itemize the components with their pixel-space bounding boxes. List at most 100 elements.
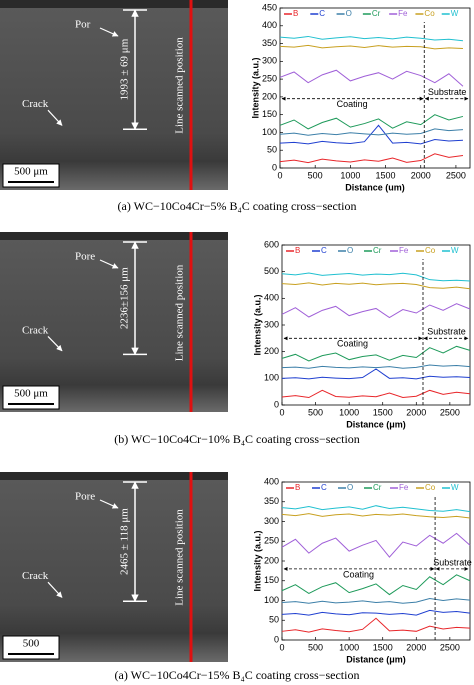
series-line (281, 389, 471, 399)
legend-label: C (321, 483, 327, 492)
y-tick-label: 250 (264, 536, 279, 546)
thickness-label: 2465 ± 118 μm (119, 508, 131, 575)
x-tick-label: 500 (308, 642, 323, 652)
x-tick-label: 1000 (339, 642, 359, 652)
crack-label: Crack (22, 98, 49, 110)
series-line (281, 282, 471, 290)
x-tick-label: 2000 (411, 170, 431, 180)
y-tick-label: 100 (262, 127, 277, 137)
crack-arrow (47, 335, 63, 352)
y-axis-label: Intensity (a.u.) (250, 57, 260, 118)
y-tick-label: 300 (264, 319, 279, 329)
substrate-label: Substrate (433, 557, 472, 567)
legend-label: W (451, 246, 459, 255)
thickness-label: 2236±156 μm (119, 267, 131, 329)
caption: (a) WC−10Co4Cr−15% B₄C coating cross−sec… (115, 668, 360, 682)
y-tick-label: 250 (262, 73, 277, 83)
x-tick-label: 2000 (406, 407, 426, 417)
series-line (279, 35, 464, 42)
series-line (281, 513, 471, 519)
y-tick-label: 500 (264, 266, 279, 276)
substrate-label: Substrate (428, 87, 467, 97)
x-tick-label: 0 (277, 170, 282, 180)
x-tick-label: 1500 (373, 642, 393, 652)
legend-label: O (347, 483, 353, 492)
legend-label: Cr (372, 9, 381, 18)
crack-label: Crack (22, 325, 49, 337)
series-line (281, 598, 471, 604)
series-line (281, 364, 471, 369)
y-tick-label: 400 (264, 293, 279, 303)
substrate-label: Substrate (427, 327, 466, 337)
pore-label: Por (75, 19, 91, 31)
sem-image (0, 232, 228, 412)
coating-top (0, 232, 228, 240)
y-tick-label: 600 (264, 239, 279, 249)
series-line (281, 617, 471, 633)
series-line (281, 505, 471, 513)
x-tick-label: 2500 (440, 642, 460, 652)
y-tick-label: 150 (264, 575, 279, 585)
series-line (281, 532, 471, 558)
legend-label: Co (424, 9, 435, 18)
x-tick-label: 500 (308, 407, 323, 417)
scale-label: 500 μm (14, 166, 48, 178)
plot-frame (279, 7, 471, 169)
series-line (281, 272, 471, 282)
y-tick-label: 200 (264, 346, 279, 356)
y-tick-label: 300 (262, 56, 277, 66)
y-tick-label: 0 (272, 162, 277, 172)
series-line (281, 368, 471, 380)
legend-label: Cr (373, 483, 382, 492)
pore-label: Pore (75, 491, 95, 503)
y-tick-label: 350 (262, 38, 277, 48)
y-tick-label: 350 (264, 496, 279, 506)
legend-label: Fe (398, 9, 408, 18)
legend-label: O (347, 246, 353, 255)
x-tick-label: 2000 (406, 642, 426, 652)
series-line (281, 609, 471, 616)
y-tick-label: 100 (264, 373, 279, 383)
series-line (279, 114, 464, 130)
x-axis-label: Distance (um) (345, 182, 405, 192)
legend-label: W (451, 9, 459, 18)
series-line (279, 69, 464, 87)
series-line (281, 574, 471, 596)
legend-label: O (346, 9, 352, 18)
coating-top (0, 0, 228, 8)
plot-frame (281, 481, 471, 641)
y-tick-label: 400 (264, 476, 279, 486)
series-line (279, 124, 463, 145)
coating-label: Coating (343, 569, 374, 579)
pore-arrow (99, 27, 119, 37)
pore-label: Pore (75, 251, 95, 263)
crack-arrow (47, 109, 63, 126)
scan-line-label: Line scanned position (174, 37, 186, 134)
coating-top (0, 472, 228, 480)
y-tick-label: 50 (267, 145, 277, 155)
series-line (279, 128, 464, 136)
y-tick-label: 450 (262, 2, 277, 12)
legend-label: C (321, 246, 327, 255)
y-tick-label: 100 (264, 595, 279, 605)
legend-label: Fe (399, 483, 409, 492)
x-tick-label: 1000 (339, 407, 359, 417)
y-tick-label: 0 (274, 634, 279, 644)
x-axis-label: Distance (μm) (346, 419, 406, 429)
series-line (279, 44, 463, 50)
x-tick-label: 0 (279, 642, 284, 652)
x-tick-label: 1500 (373, 407, 393, 417)
series-line (281, 303, 471, 319)
legend-label: W (451, 483, 459, 492)
series-line (281, 345, 471, 362)
x-axis-label: Distance (μm) (346, 654, 406, 664)
legend-label: Cr (373, 246, 382, 255)
x-tick-label: 0 (279, 407, 284, 417)
y-tick-label: 300 (264, 516, 279, 526)
legend-label: B (295, 483, 300, 492)
legend-label: C (319, 9, 325, 18)
legend-label: B (293, 9, 298, 18)
y-tick-label: 200 (262, 91, 277, 101)
legend-label: Co (425, 483, 436, 492)
